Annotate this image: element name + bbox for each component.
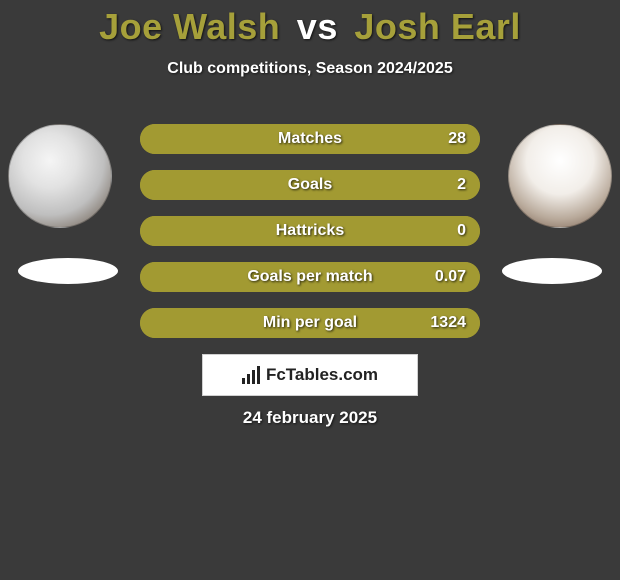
comparison-title: Joe Walsh vs Josh Earl xyxy=(0,0,620,48)
stat-bar: Goals 2 xyxy=(140,170,480,200)
stat-bars: Matches 28 Goals 2 Hattricks 0 Goals per… xyxy=(140,124,480,354)
vs-text: vs xyxy=(297,6,338,47)
logo-text-prefix: Fc xyxy=(266,365,286,384)
logo-text-suffix: .com xyxy=(338,365,378,384)
bar-chart-icon xyxy=(242,366,260,384)
player-1-avatar xyxy=(8,124,112,228)
player-1-name: Joe Walsh xyxy=(99,6,280,47)
stat-bar-label: Goals per match xyxy=(140,262,480,292)
stat-bar-value: 28 xyxy=(448,124,466,154)
stat-bar-value: 0 xyxy=(457,216,466,246)
stat-bar: Min per goal 1324 xyxy=(140,308,480,338)
stat-bar-value: 2 xyxy=(457,170,466,200)
stat-bar-value: 0.07 xyxy=(435,262,466,292)
stat-bar-value: 1324 xyxy=(430,308,466,338)
stat-bar: Goals per match 0.07 xyxy=(140,262,480,292)
subtitle: Club competitions, Season 2024/2025 xyxy=(0,60,620,78)
stat-bar-label: Matches xyxy=(140,124,480,154)
stat-bar: Matches 28 xyxy=(140,124,480,154)
fctables-logo: FcTables.com xyxy=(202,354,418,396)
stat-bar-label: Min per goal xyxy=(140,308,480,338)
logo-text-main: Tables xyxy=(286,365,339,384)
stat-bar-label: Goals xyxy=(140,170,480,200)
player-2-shadow-ellipse xyxy=(502,258,602,284)
player-1-shadow-ellipse xyxy=(18,258,118,284)
logo-text: FcTables.com xyxy=(266,365,378,385)
date-text: 24 february 2025 xyxy=(0,408,620,428)
stat-bar: Hattricks 0 xyxy=(140,216,480,246)
stat-bar-label: Hattricks xyxy=(140,216,480,246)
player-2-avatar xyxy=(508,124,612,228)
player-2-name: Josh Earl xyxy=(354,6,521,47)
